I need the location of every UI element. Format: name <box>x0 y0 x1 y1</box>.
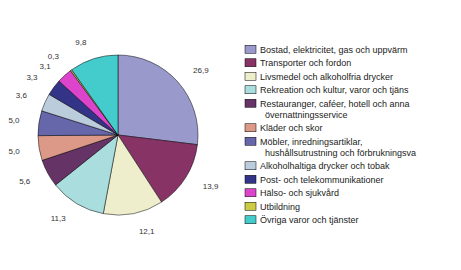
slice <box>72 55 118 135</box>
legend-label: Rekreation och kultur, varor och tjäns <box>260 85 409 95</box>
legend-item: Bostad, elektricitet, gas och uppvärm <box>245 45 408 55</box>
data-label: 3,6 <box>16 91 28 100</box>
legend-item: Transporter och fordon <box>245 58 351 68</box>
legend-item: Kläder och skor <box>245 123 323 133</box>
legend-swatch <box>245 99 256 107</box>
pie: 26,9 13,9 12,1 11,3 5,6 5,0 5,0 3,6 3,33,10,3 9,8 <box>8 38 219 236</box>
legend-item: Post- och telekommunikationer <box>245 175 384 185</box>
legend-swatch <box>245 216 256 224</box>
legend-label: Restauranger, caféer, hotell och anna öv… <box>260 99 410 120</box>
legend-label: Transporter och fordon <box>260 58 351 68</box>
data-label: 0,3 <box>48 52 60 61</box>
legend-item: Övriga varor och tjänster <box>245 215 359 225</box>
legend-label: Hälso- och sjukvård <box>260 188 339 198</box>
data-label: 5,0 <box>8 116 20 125</box>
data-label: 5,6 <box>19 177 31 186</box>
legend-swatch <box>245 189 256 197</box>
legend-swatch <box>245 202 256 210</box>
legend-swatch <box>245 175 256 183</box>
data-label: 3,1 <box>40 62 52 71</box>
legend-swatch <box>245 162 256 170</box>
legend-label: Utbildning <box>260 202 300 212</box>
legend-label: Bostad, elektricitet, gas och uppvärm <box>260 45 408 55</box>
data-label: 26,9 <box>193 66 209 75</box>
legend-item: Hälso- och sjukvård <box>245 188 339 198</box>
data-label: 13,9 <box>203 182 219 191</box>
data-label: 12,1 <box>139 227 155 236</box>
legend-label: Livsmedel och alkoholfria drycker <box>260 72 393 82</box>
legend-swatch <box>245 59 256 67</box>
data-label: 3,3 <box>26 73 38 82</box>
legend-item: Möbler, inredningsartiklar, hushållsutru… <box>245 137 416 158</box>
legend-item: Livsmedel och alkoholfria drycker <box>245 72 393 82</box>
legend-item: Alkoholhaltiga drycker och tobak <box>245 161 390 171</box>
legend-item: Restauranger, caféer, hotell och anna öv… <box>245 99 410 120</box>
legend-item: Rekreation och kultur, varor och tjäns <box>245 85 409 95</box>
legend-swatch <box>245 86 256 94</box>
legend-label: Alkoholhaltiga drycker och tobak <box>260 161 390 171</box>
legend-swatch <box>245 45 256 53</box>
slice <box>118 55 198 145</box>
chart: 26,9 13,9 12,1 11,3 5,6 5,0 5,0 3,6 3,33,10,3 9,8… <box>0 0 461 270</box>
legend-label: Kläder och skor <box>260 123 323 133</box>
legend-label: Post- och telekommunikationer <box>260 175 384 185</box>
data-label: 9,8 <box>75 38 87 47</box>
legend-label: Möbler, inredningsartiklar, hushållsutru… <box>260 137 416 158</box>
legend-swatch <box>245 137 256 145</box>
legend: Bostad, elektricitet, gas och uppvärm Tra… <box>245 45 416 226</box>
legend-swatch <box>245 124 256 132</box>
data-label: 5,0 <box>9 147 21 156</box>
legend-item: Utbildning <box>245 202 300 212</box>
legend-label: Övriga varor och tjänster <box>260 215 359 225</box>
legend-swatch <box>245 72 256 80</box>
data-label: 11,3 <box>51 214 67 223</box>
slice <box>38 135 118 160</box>
